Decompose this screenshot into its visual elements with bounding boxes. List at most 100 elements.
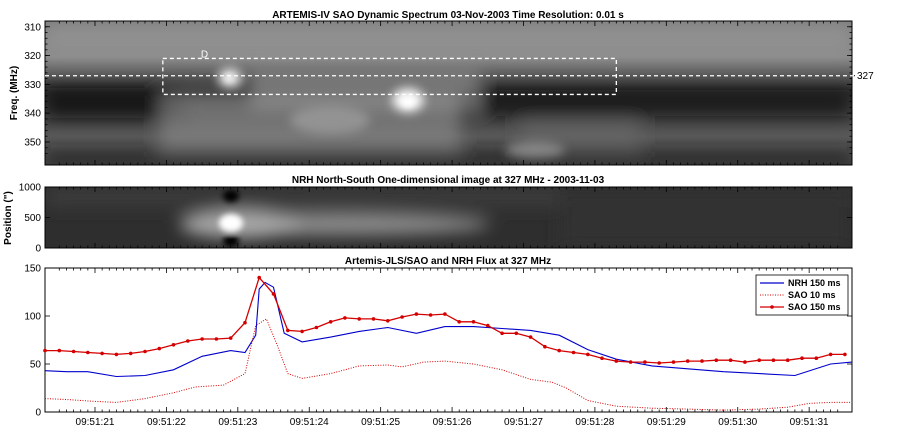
x-tick-label: 09:51:25	[361, 417, 400, 428]
region-box-d	[162, 57, 617, 96]
x-tick-label: 09:51:26	[433, 417, 472, 428]
y-tick-label: 100	[24, 312, 41, 323]
nrh-image-panel: NRH North-South One-dimensional image at…	[3, 175, 853, 255]
series-point	[200, 337, 204, 341]
series-point	[71, 349, 76, 354]
y-tick-label: 0	[35, 244, 41, 255]
series-point	[271, 292, 276, 296]
x-tick-label: 09:51:31	[790, 417, 829, 428]
series-point	[314, 325, 319, 330]
spectrum-title: ARTEMIS-IV SAO Dynamic Spectrum 03-Nov-2…	[272, 10, 624, 21]
series-point	[86, 350, 90, 355]
series-point	[685, 359, 690, 363]
series-point	[300, 329, 304, 334]
flux-series	[43, 275, 853, 411]
series-point	[328, 320, 333, 324]
series-point	[543, 344, 547, 349]
x-tick-label: 09:51:23	[218, 417, 257, 428]
series-point	[143, 349, 147, 354]
spectrum-frame	[44, 20, 853, 166]
region-box-label: D	[201, 49, 208, 60]
series-point	[114, 352, 119, 357]
series-point	[714, 358, 719, 363]
series-point	[428, 313, 433, 317]
series-point	[528, 335, 533, 339]
series-point	[600, 356, 604, 361]
reference-line-label: 327	[857, 71, 874, 82]
series-point	[643, 360, 647, 364]
legend-entry-sao10: SAO 10 ms	[788, 290, 836, 300]
series-point	[171, 343, 176, 347]
series-point	[443, 312, 447, 316]
series-point	[500, 331, 504, 336]
series-point	[828, 352, 833, 357]
series-point	[557, 348, 561, 353]
flux-ticks: 09:51:21 09:51:22 09:51:23 09:51:24 09:51:25…	[24, 264, 852, 428]
nrh-image	[45, 187, 852, 248]
flux-frame	[44, 267, 853, 413]
series-point	[457, 320, 462, 324]
y-tick-label: 150	[24, 264, 41, 275]
series-line-0	[44, 281, 853, 378]
series-point	[771, 358, 776, 363]
y-tick-label: 340	[24, 109, 41, 120]
series-point	[128, 351, 133, 356]
y-tick-label: 330	[24, 80, 41, 91]
x-tick-label: 09:51:29	[647, 417, 686, 428]
spectrum-image	[45, 21, 852, 165]
series-point	[800, 356, 804, 361]
series-point	[57, 348, 62, 353]
series-line-2	[45, 276, 845, 364]
series-point	[400, 315, 404, 319]
y-tick-label: 310	[24, 22, 41, 33]
flux-panel: Artemis-JLS/SAO and NRH Flux at 327 MHz …	[24, 256, 853, 428]
series-point	[843, 352, 847, 357]
nrh-image-ticks: 0 500 1000	[19, 183, 852, 255]
series-point	[728, 358, 733, 363]
legend-entry-sao150: SAO 150 ms	[788, 302, 841, 312]
series-point	[243, 320, 247, 325]
spectrum-ylabel: Freq. (MHz)	[9, 66, 20, 120]
series-point	[286, 328, 290, 333]
series-point	[43, 348, 47, 353]
y-tick-label: 350	[24, 137, 41, 148]
series-point	[571, 350, 576, 355]
series-point	[471, 320, 476, 324]
series-point	[414, 312, 419, 316]
series-point	[814, 356, 819, 361]
legend: NRH 150 ms SAO 10 ms SAO 150 ms	[755, 274, 849, 316]
x-tick-label: 09:51:21	[76, 417, 115, 428]
series-point	[386, 319, 390, 323]
series-point	[757, 358, 761, 363]
series-point	[486, 323, 490, 328]
series-line-1	[44, 318, 852, 411]
legend-entry-nrh: NRH 150 ms	[788, 278, 841, 288]
x-tick-label: 09:51:28	[575, 417, 614, 428]
series-point	[586, 352, 590, 357]
spectrum-ticks: 310 320 330 340 350	[24, 21, 856, 165]
x-tick-label: 09:51:24	[290, 417, 329, 428]
nrh-image-ylabel: Position (")	[3, 191, 14, 245]
x-tick-label: 09:51:27	[504, 417, 543, 428]
series-point	[371, 317, 376, 321]
y-tick-label: 0	[35, 408, 41, 419]
series-point	[743, 360, 747, 364]
y-tick-label: 320	[24, 51, 41, 62]
nrh-image-title: NRH North-South One-dimensional image at…	[292, 175, 605, 186]
series-point	[100, 351, 104, 356]
spectrum-panel: ARTEMIS-IV SAO Dynamic Spectrum 03-Nov-2…	[9, 10, 874, 166]
series-point	[214, 337, 219, 341]
series-point	[343, 316, 347, 320]
series-point	[157, 346, 162, 351]
series-point	[657, 361, 661, 365]
series-point	[628, 360, 633, 364]
series-point	[228, 336, 233, 340]
series-point	[357, 317, 362, 321]
series-point	[514, 331, 519, 336]
flux-title: Artemis-JLS/SAO and NRH Flux at 327 MHz	[345, 256, 551, 267]
y-tick-label: 500	[24, 213, 41, 224]
x-tick-label: 09:51:30	[718, 417, 757, 428]
series-point	[186, 339, 190, 343]
x-tick-label: 09:51:22	[147, 417, 186, 428]
